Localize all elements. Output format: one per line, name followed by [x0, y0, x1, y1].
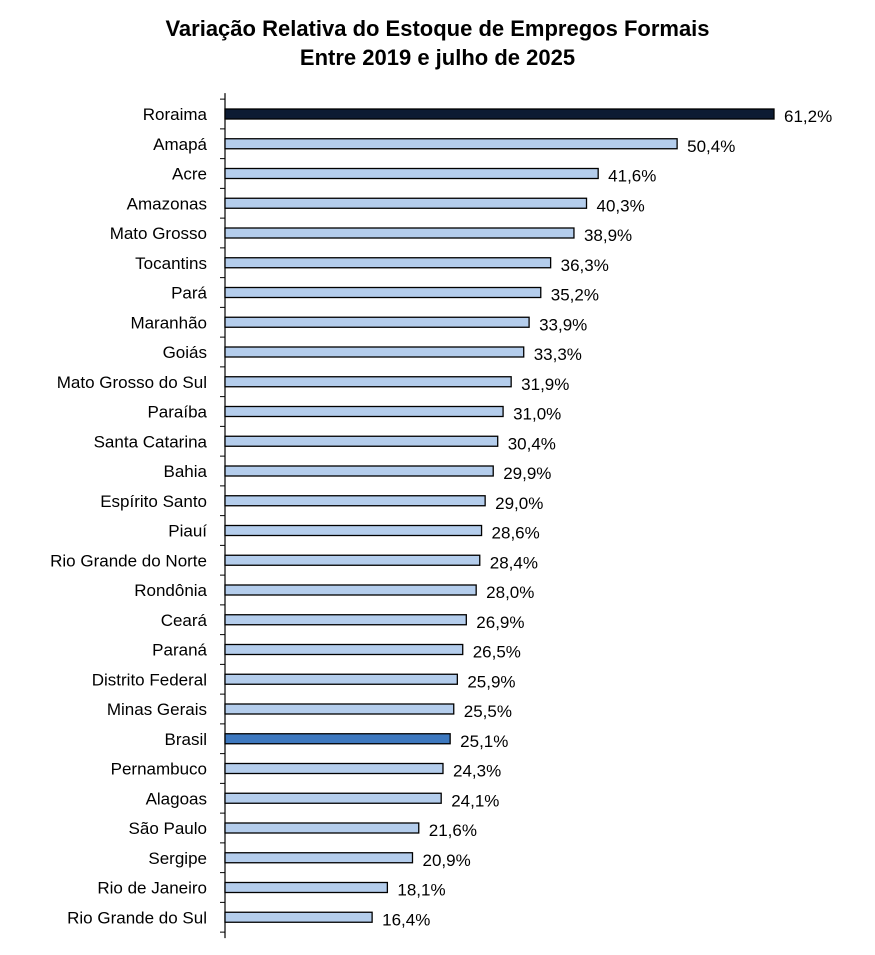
bar-distrito-federal [224, 673, 458, 685]
category-label: Tocantins [135, 254, 207, 273]
bar-ceará [224, 614, 467, 626]
category-label: Goiás [163, 343, 207, 362]
category-label: Mato Grosso do Sul [57, 373, 207, 392]
category-label: Rio de Janeiro [97, 879, 207, 898]
bar-pernambuco [224, 762, 444, 775]
category-label: Paraná [152, 641, 207, 660]
value-label: 25,9% [467, 672, 515, 691]
bar-rio-grande-do-sul [224, 911, 373, 923]
value-label: 26,5% [473, 643, 521, 662]
bar-minas-gerais [224, 703, 455, 715]
category-label: Pernambuco [111, 760, 207, 779]
value-label: 61,2% [784, 107, 832, 126]
bar-roraima [224, 108, 775, 120]
value-label: 26,9% [476, 613, 524, 632]
category-label: Maranhão [130, 313, 207, 332]
bar-goiás [224, 346, 525, 358]
category-label: Roraima [143, 105, 208, 124]
bar-mato-grosso [224, 227, 575, 239]
value-label: 28,4% [490, 553, 538, 572]
category-label: Amazonas [127, 194, 207, 213]
value-label: 30,4% [508, 434, 556, 453]
chart-title: Variação Relativa do Estoque de Empregos… [165, 16, 710, 41]
bar-mato-grosso-do-sul [224, 376, 512, 388]
bar-espírito-santo [224, 495, 486, 507]
category-label: Piauí [168, 522, 207, 541]
value-label: 33,9% [539, 315, 587, 334]
category-label: Rio Grande do Sul [67, 908, 207, 927]
value-label: 21,6% [429, 821, 477, 840]
category-label: Acre [172, 165, 207, 184]
bar-sergipe [224, 852, 414, 864]
value-label: 18,1% [397, 881, 445, 900]
bar-tocantins [224, 257, 552, 269]
category-label: Ceará [161, 611, 208, 630]
bar-rondônia [224, 584, 477, 596]
bar-pará [224, 286, 542, 299]
value-label: 28,0% [486, 583, 534, 602]
category-label: Mato Grosso [110, 224, 207, 243]
bar-são-paulo [224, 822, 420, 834]
bar-bahia [224, 465, 494, 477]
bar-rio-grande-do-norte [224, 554, 481, 566]
bar-piauí [224, 524, 483, 537]
chart-title-block: Variação Relativa do Estoque de Empregos… [0, 14, 875, 72]
value-label: 31,9% [521, 375, 569, 394]
value-label: 29,9% [503, 464, 551, 483]
value-label: 35,2% [551, 286, 599, 305]
value-label: 50,4% [687, 137, 735, 156]
bar-paraíba [224, 405, 504, 418]
category-label: Rondônia [134, 581, 207, 600]
bar-alagoas [224, 792, 442, 804]
value-label: 24,3% [453, 762, 501, 781]
category-label: Bahia [164, 462, 208, 481]
category-label: Espírito Santo [100, 492, 207, 511]
value-label: 33,3% [534, 345, 582, 364]
value-label: 29,0% [495, 494, 543, 513]
value-label: 38,9% [584, 226, 632, 245]
category-label: Pará [171, 284, 207, 303]
bar-maranhão [224, 316, 530, 328]
category-label: Paraíba [147, 403, 207, 422]
bar-paraná [224, 643, 464, 656]
value-label: 24,1% [451, 791, 499, 810]
bar-brasil [224, 733, 451, 745]
value-label: 25,5% [464, 702, 512, 721]
category-label: Santa Catarina [94, 432, 208, 451]
category-label: São Paulo [129, 819, 207, 838]
bar-santa-catarina [224, 435, 499, 447]
bar-acre [224, 167, 599, 180]
value-label: 41,6% [608, 167, 656, 186]
category-label: Brasil [164, 730, 207, 749]
value-label: 16,4% [382, 910, 430, 929]
value-label: 25,1% [460, 732, 508, 751]
value-label: 36,3% [561, 256, 609, 275]
value-label: 31,0% [513, 405, 561, 424]
value-label: 20,9% [422, 851, 470, 870]
category-label: Distrito Federal [92, 670, 207, 689]
category-label: Alagoas [146, 789, 207, 808]
chart-subtitle: Entre 2019 e julho de 2025 [299, 45, 576, 70]
value-label: 40,3% [597, 196, 645, 215]
category-label: Minas Gerais [107, 700, 207, 719]
bar-rio-de-janeiro [224, 881, 389, 894]
category-label: Sergipe [148, 849, 207, 868]
bar-amapá [224, 138, 678, 150]
value-label: 28,6% [492, 524, 540, 543]
category-label: Rio Grande do Norte [50, 551, 207, 570]
category-label: Amapá [153, 135, 207, 154]
bar-amazonas [224, 197, 588, 209]
